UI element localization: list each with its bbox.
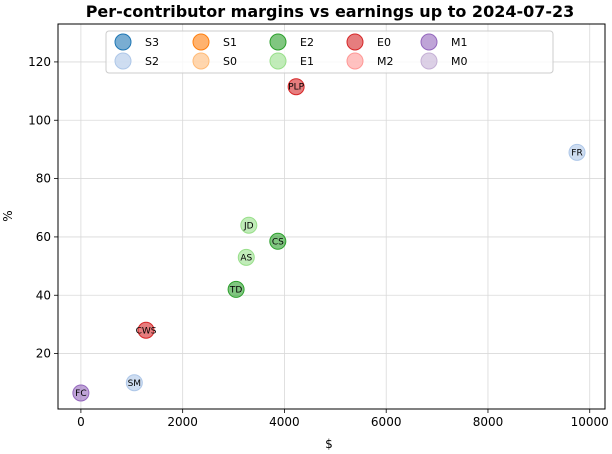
y-tick-label: 120 (28, 55, 51, 69)
legend-label-e0: E0 (377, 36, 391, 49)
legend-marker-m2 (346, 52, 364, 70)
x-tick-label: 8000 (473, 415, 504, 429)
y-tick-label: 60 (36, 230, 51, 244)
plot-frame (57, 23, 606, 410)
x-tick-label: 4000 (269, 415, 300, 429)
legend-marker-s3 (114, 33, 132, 51)
data-point-label: TD (229, 285, 242, 295)
legend-marker-s0 (192, 52, 210, 70)
data-point-s2 (568, 143, 586, 161)
grid-layer (58, 24, 605, 409)
legend-marker-s1 (192, 33, 210, 51)
x-tick-label: 2000 (167, 415, 198, 429)
y-tick-label: 100 (28, 113, 51, 127)
data-point-label: AS (240, 253, 252, 263)
data-point-label: CWS (136, 326, 157, 336)
data-point-label: FR (571, 148, 582, 158)
legend-label-s0: S0 (223, 55, 237, 68)
chart-title: Per-contributor margins vs earnings up t… (86, 2, 575, 21)
data-point-label: PLP (288, 83, 304, 93)
legend-label-e1: E1 (300, 55, 314, 68)
legend-label-e2: E2 (300, 36, 314, 49)
data-point-e2 (269, 232, 287, 250)
points-layer: FR SM CS TD JD AS PLP CWS FC (72, 78, 586, 402)
legend-marker-s2 (114, 52, 132, 70)
data-point-e0 (287, 78, 305, 96)
data-point-label: FC (75, 389, 86, 399)
y-tick-label: 80 (36, 172, 51, 186)
ticks-layer: 0 2000 4000 6000 8000 10000 20 40 60 80 100 120 (28, 55, 609, 429)
legend-label-m1: M1 (451, 36, 468, 49)
x-tick-label: 0 (77, 415, 85, 429)
data-point-label: JD (243, 221, 254, 231)
data-point-e1 (237, 248, 255, 266)
legend-label-s1: S1 (223, 36, 237, 49)
x-tick-label: 10000 (571, 415, 609, 429)
legend-label-s3: S3 (145, 36, 159, 49)
legend-frame (105, 30, 554, 74)
legend-label-m2: M2 (377, 55, 394, 68)
legend-marker-m1 (420, 33, 438, 51)
x-tick-label: 6000 (371, 415, 402, 429)
legend-label-m0: M0 (451, 55, 468, 68)
legend-label-s2: S2 (145, 55, 159, 68)
data-point-label: CS (272, 237, 284, 247)
y-axis-label: % (1, 210, 15, 221)
data-point-e1 (240, 216, 258, 234)
y-tick-label: 20 (36, 347, 51, 361)
data-point-s2 (125, 374, 143, 392)
data-point-label: SM (128, 379, 141, 389)
legend-marker-e1 (269, 52, 287, 70)
legend-marker-e2 (269, 33, 287, 51)
y-tick-label: 40 (36, 288, 51, 302)
legend: S3 S2 S1 S0 E2 E1 E0 M2 M1 M0 (105, 30, 554, 74)
data-point-e2 (227, 280, 245, 298)
data-point-e0 (137, 321, 155, 339)
legend-marker-m0 (420, 52, 438, 70)
data-point-m1 (72, 384, 90, 402)
x-axis-label: $ (325, 437, 333, 451)
legend-marker-e0 (346, 33, 364, 51)
